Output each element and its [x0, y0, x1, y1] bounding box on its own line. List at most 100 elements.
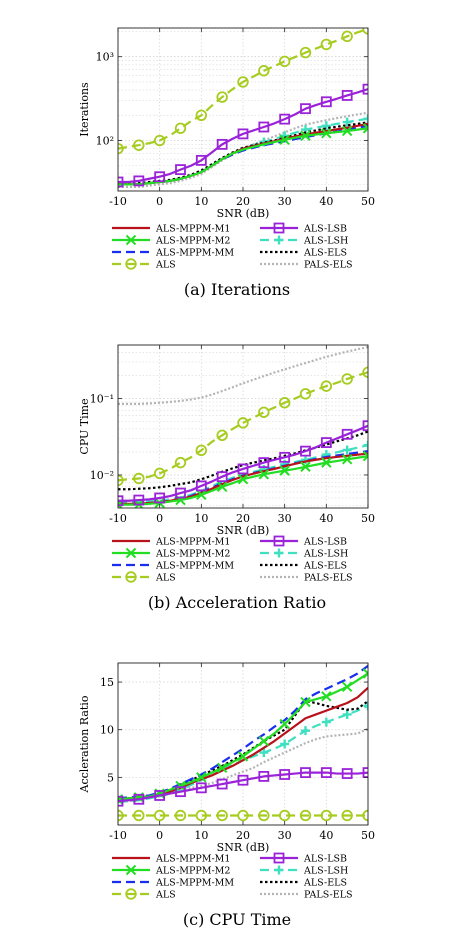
chart-panel-2: -10 0 10 20 30 40 50 10⁻² 10⁻¹ SNR (dB) CPU Time AL…	[78, 344, 375, 612]
marker-als-mppm-m2	[279, 465, 290, 476]
legend-marker	[125, 864, 137, 876]
x-tick-label: 0	[156, 512, 163, 525]
marker-als	[174, 122, 187, 134]
marker-als-lsb	[279, 769, 291, 780]
legend-label: ALS-ELS	[303, 561, 347, 572]
marker-als-lsh	[342, 709, 352, 719]
legend-marker	[125, 888, 137, 900]
marker-als-lsb	[300, 103, 311, 115]
x-tick-label: 40	[319, 512, 333, 525]
marker-als-lsb	[237, 774, 249, 786]
marker-als	[118, 142, 124, 155]
marker-als-mppm-m2	[300, 130, 311, 141]
x-tick-label: 10	[194, 829, 208, 842]
legend-item: PALS-ELS	[260, 573, 353, 584]
series-line-als-lsb	[118, 771, 368, 803]
marker-als-lsh	[342, 445, 352, 455]
markers-als-mppm-m2	[279, 123, 368, 146]
marker-als-lsh	[363, 701, 368, 711]
legend-label: PALS-ELS	[304, 573, 353, 584]
marker-als	[362, 28, 368, 35]
markers-als	[118, 366, 368, 487]
figure-caption: (c) CPU Time	[183, 910, 291, 929]
marker-als	[299, 388, 312, 400]
markers-als-lsb	[118, 420, 368, 507]
x-tick-label: 10	[194, 195, 208, 208]
series-lines	[118, 664, 368, 822]
legend-item: ALS-ELS	[260, 561, 347, 572]
marker-als-mppm-m2	[175, 780, 186, 792]
legend-item: ALS-MPPM-M1	[112, 537, 230, 548]
marker-als-lsb	[341, 90, 353, 101]
legend-item: ALS-LSB	[260, 852, 347, 865]
marker-als	[216, 91, 228, 103]
marker-als-lsb	[216, 138, 228, 150]
marker-als-mppm-m2	[300, 696, 311, 708]
marker-als	[320, 380, 333, 392]
legend-item: ALS-MPPM-MM	[112, 248, 234, 259]
marker-als-lsb	[133, 175, 145, 187]
series-line-als-els	[118, 430, 368, 491]
marker-als	[133, 472, 145, 485]
chart-panel-3: -10 0 10 20 30 40 50 5 10 15 SNR (dB) Accleration R…	[78, 662, 375, 929]
legend-label: ALS-MPPM-M2	[155, 236, 230, 247]
markers-als-mppm-m2	[118, 668, 368, 805]
marker-als	[320, 809, 333, 822]
marker-als	[133, 809, 145, 822]
marker-als-mppm-m2	[279, 134, 290, 146]
x-tick-label: 50	[361, 195, 375, 208]
x-ticks: -10 0 10 20 30 40 50	[109, 345, 375, 525]
x-tick-label: -10	[109, 512, 127, 525]
legend-item: ALS-ELS	[260, 878, 347, 889]
y-axis-label: CPU Time	[78, 398, 91, 454]
legend-item: ALS-MPPM-M1	[112, 854, 230, 865]
legend-label: ALS-MPPM-MM	[155, 878, 234, 889]
marker-als	[299, 809, 312, 822]
marker-als-mppm-m2	[196, 772, 207, 783]
series-line-pals-els	[118, 727, 368, 804]
y-tick-label: 10³	[96, 51, 114, 64]
marker-als	[118, 809, 124, 822]
legend-item: ALS-LSH	[260, 235, 348, 247]
marker-als-mppm-m2	[321, 457, 332, 468]
legend-label: ALS-LSH	[303, 236, 348, 247]
marker-als	[153, 467, 166, 480]
marker-als-mppm-m2	[237, 751, 249, 762]
marker-als-lsb	[362, 420, 368, 432]
marker-als-mppm-m2	[341, 681, 353, 693]
legend-marker	[273, 852, 285, 864]
legend-item: ALS-LSH	[260, 865, 348, 877]
marker-als-lsb	[341, 428, 353, 440]
marker-als-mppm-m2	[362, 668, 368, 679]
marker-als-mppm-m2	[362, 123, 368, 134]
marker-als	[362, 809, 368, 822]
marker-als	[174, 456, 187, 469]
marker-als-lsb	[362, 83, 368, 95]
legend-marker	[274, 235, 284, 245]
y-tick-label: 10⁻¹	[90, 392, 114, 405]
marker-als	[258, 406, 270, 418]
marker-als	[299, 46, 312, 59]
marker-als	[195, 444, 208, 457]
legend-marker	[274, 865, 284, 875]
x-tick-label: 30	[278, 195, 292, 208]
markers-als	[118, 28, 368, 155]
x-tick-label: 20	[236, 512, 250, 525]
marker-als-mppm-m2	[341, 125, 353, 137]
legend-marker	[273, 535, 285, 547]
x-tick-label: 0	[156, 829, 163, 842]
marker-als-lsb	[320, 767, 332, 778]
y-ticks: 5 10 15	[100, 676, 368, 784]
marker-als	[237, 76, 249, 88]
marker-als-mppm-m2	[258, 735, 270, 747]
legend-item: ALS-MPPM-M2	[112, 547, 230, 560]
legend-item: PALS-ELS	[260, 890, 353, 901]
marker-als-lsb	[175, 164, 186, 176]
marker-als-lsh	[301, 726, 310, 736]
marker-als-lsb	[216, 778, 228, 790]
x-tick-label: 50	[361, 512, 375, 525]
marker-als-lsb	[175, 786, 186, 798]
marker-als	[153, 809, 166, 822]
legend-item: PALS-ELS	[260, 260, 353, 271]
